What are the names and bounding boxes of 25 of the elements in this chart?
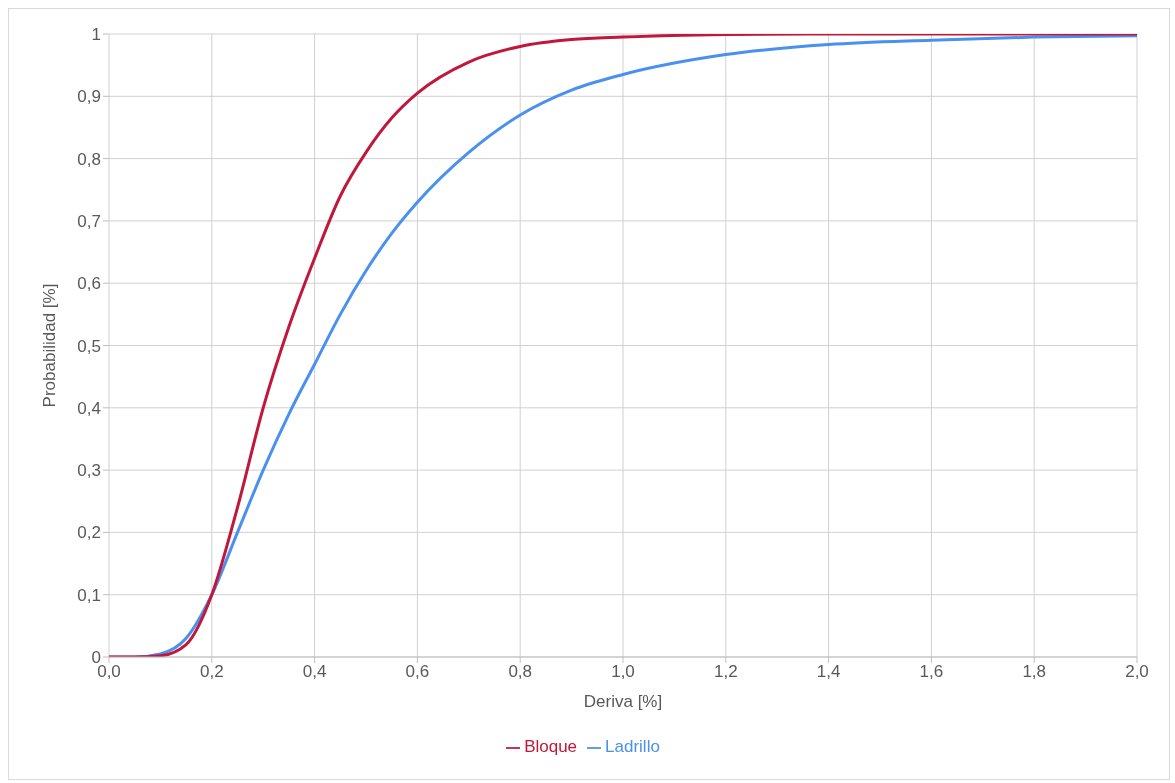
legend-label: Bloque — [524, 737, 578, 756]
x-tick-label: 0,6 — [405, 662, 430, 682]
x-tick-label: 1,2 — [713, 662, 738, 682]
y-tick-label: 0,3 — [77, 461, 101, 481]
y-tick-label: 0,7 — [77, 211, 101, 231]
y-tick-label: 0,2 — [77, 523, 101, 543]
x-tick-label: 1,8 — [1022, 662, 1047, 682]
x-tick-label: 1,6 — [919, 662, 944, 682]
x-tick-label: 1,0 — [611, 662, 635, 682]
x-tick-label: 0,8 — [508, 662, 533, 682]
x-tick-label: 2,0 — [1125, 662, 1149, 682]
y-tick-label: 0,1 — [77, 585, 101, 605]
y-axis-title: Probabilidad [%] — [40, 283, 60, 408]
x-tick-label: 0,4 — [302, 662, 327, 682]
y-tick-label: 0,9 — [77, 87, 101, 107]
x-tick-label: 0,0 — [97, 662, 121, 682]
legend-label: Ladrillo — [605, 737, 660, 756]
y-tick-label: 1 — [91, 25, 101, 45]
x-tick-label: 0,2 — [199, 662, 224, 682]
y-tick-label: 0,8 — [77, 149, 101, 169]
y-tick-label: 0,6 — [77, 274, 101, 294]
y-tick-label: 0,5 — [77, 336, 101, 356]
y-tick-label: 0,4 — [77, 398, 101, 418]
x-axis-title: Deriva [%] — [583, 692, 663, 711]
x-tick-label: 1,4 — [816, 662, 841, 682]
